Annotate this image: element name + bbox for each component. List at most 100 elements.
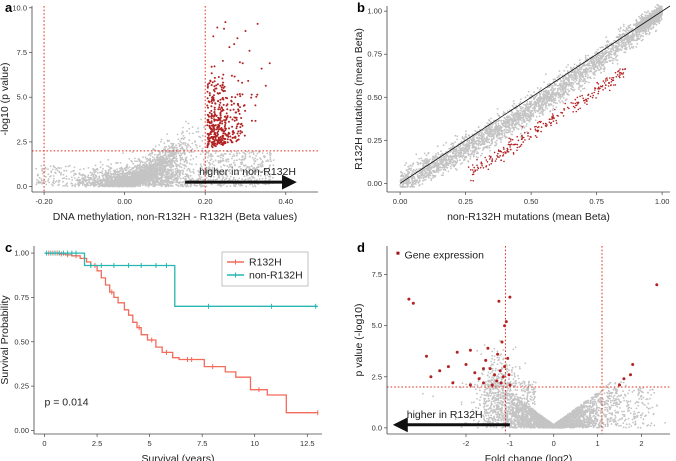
data-point: [644, 14, 647, 16]
data-point: [171, 185, 174, 187]
data-point: [222, 132, 225, 135]
data-point: [233, 131, 235, 134]
data-point: [177, 142, 180, 145]
data-point: [219, 160, 221, 163]
data-point: [212, 140, 215, 143]
data-point: [223, 178, 226, 181]
data-point: [95, 170, 97, 173]
data-point: [150, 162, 153, 164]
data-point: [128, 158, 131, 160]
data-point: [55, 168, 57, 171]
data-point: [214, 159, 217, 162]
data-point: [255, 154, 257, 157]
data-point: [52, 165, 55, 167]
data-point: [159, 183, 162, 186]
data-point: [181, 156, 184, 159]
data-point: [144, 177, 147, 180]
data-point: [519, 132, 522, 135]
data-point: [229, 185, 232, 187]
data-point: [163, 170, 166, 172]
data-point: [175, 151, 178, 154]
data-point: [92, 169, 95, 172]
data-point: [212, 115, 215, 118]
data-point: [102, 167, 104, 170]
data-point: [184, 152, 186, 155]
data-point: [188, 168, 191, 171]
data-point: [226, 141, 229, 144]
data-point: [58, 183, 60, 186]
data-point: [588, 67, 591, 69]
data-point: [252, 159, 255, 161]
data-point: [219, 138, 222, 141]
data-point: [209, 155, 212, 158]
data-point: [221, 84, 224, 87]
data-point: [211, 155, 214, 158]
data-point: [182, 126, 184, 129]
data-point: [86, 179, 89, 182]
data-point: [159, 171, 161, 174]
data-point: [210, 130, 213, 133]
data-point: [134, 157, 136, 160]
data-point: [216, 155, 219, 158]
data-point: [82, 179, 85, 181]
data-point: [623, 25, 625, 28]
data-point: [148, 182, 151, 185]
data-point: [188, 139, 191, 142]
data-point: [123, 180, 126, 183]
data-point: [268, 62, 271, 65]
data-point: [201, 140, 204, 142]
data-point: [210, 109, 213, 112]
data-point: [182, 177, 185, 179]
data-point: [232, 153, 235, 156]
data-point: [168, 145, 170, 148]
data-point: [101, 181, 103, 184]
data-point: [233, 119, 236, 122]
data-point: [66, 182, 68, 185]
data-point: [178, 169, 181, 172]
data-point: [82, 177, 85, 179]
data-point: [107, 171, 110, 174]
data-point: [411, 172, 413, 175]
data-point: [36, 181, 38, 184]
data-point: [217, 150, 220, 153]
data-point: [176, 174, 179, 177]
data-point: [523, 126, 526, 129]
data-point: [211, 98, 214, 101]
data-point: [187, 122, 190, 125]
data-point: [220, 143, 223, 146]
data-point: [214, 124, 217, 127]
data-point: [141, 161, 144, 164]
data-point: [134, 165, 136, 168]
data-point: [221, 96, 224, 99]
data-point: [225, 160, 228, 163]
data-point: [161, 164, 164, 166]
data-point: [249, 183, 252, 186]
data-point: [108, 183, 110, 186]
data-point: [125, 172, 127, 175]
data-point: [113, 185, 116, 188]
data-point: [179, 163, 182, 165]
data-point: [213, 94, 215, 97]
data-point: [115, 171, 118, 173]
data-point: [232, 178, 235, 181]
data-point: [241, 124, 244, 127]
data-point: [230, 99, 233, 102]
data-point: [422, 162, 424, 165]
series-significant: [206, 21, 271, 149]
data-point: [156, 167, 159, 170]
data-point: [109, 168, 111, 171]
data-point: [206, 90, 209, 93]
data-point: [86, 184, 89, 187]
data-point: [517, 128, 520, 131]
data-point: [161, 151, 164, 154]
data-point: [149, 154, 152, 157]
data-point: [235, 150, 238, 153]
data-point: [115, 173, 117, 176]
data-point: [78, 181, 81, 184]
data-point: [182, 135, 185, 137]
data-point: [179, 159, 182, 162]
data-point: [217, 76, 220, 78]
data-point: [96, 178, 99, 181]
data-point: [219, 184, 221, 187]
data-point: [635, 46, 638, 48]
